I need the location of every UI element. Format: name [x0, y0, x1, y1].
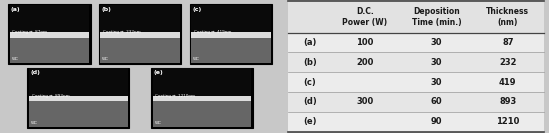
Bar: [100, 5, 180, 34]
Bar: [8, 4, 91, 64]
Text: (d): (d): [303, 97, 317, 106]
Bar: [99, 4, 181, 64]
Text: Thickness
(nm): Thickness (nm): [486, 7, 529, 27]
Text: (a): (a): [11, 7, 21, 12]
Text: 60: 60: [430, 97, 442, 106]
Text: 419: 419: [499, 78, 517, 87]
Bar: [10, 32, 89, 38]
Text: (d): (d): [30, 70, 40, 75]
Bar: [288, 92, 544, 112]
Text: WC: WC: [102, 57, 109, 61]
Bar: [189, 4, 272, 64]
Text: WC: WC: [154, 121, 161, 125]
Text: WC: WC: [12, 57, 19, 61]
Bar: [29, 68, 128, 98]
Bar: [151, 68, 253, 128]
Text: (b): (b): [102, 7, 111, 12]
Bar: [10, 5, 89, 34]
Text: 30: 30: [430, 38, 442, 47]
Text: 232: 232: [499, 58, 517, 67]
Text: (e): (e): [154, 70, 164, 75]
Bar: [100, 32, 180, 38]
Bar: [191, 32, 271, 38]
Text: Deposition
Time (min.): Deposition Time (min.): [412, 7, 461, 27]
Bar: [100, 37, 180, 63]
Bar: [288, 72, 544, 92]
Bar: [10, 37, 89, 63]
Bar: [153, 101, 251, 127]
Text: 300: 300: [356, 97, 373, 106]
Text: D.C.
Power (W): D.C. Power (W): [342, 7, 388, 27]
Bar: [288, 33, 544, 52]
Text: 90: 90: [430, 117, 442, 126]
Bar: [288, 52, 544, 72]
Text: Coating →  232nm: Coating → 232nm: [103, 30, 141, 34]
Text: WC: WC: [31, 121, 38, 125]
Text: 893: 893: [499, 97, 517, 106]
Text: (e): (e): [303, 117, 317, 126]
Text: Coating →  87nm: Coating → 87nm: [13, 30, 47, 34]
Text: (b): (b): [303, 58, 317, 67]
Bar: [29, 101, 128, 127]
Text: Coating →  1210nm: Coating → 1210nm: [155, 94, 195, 98]
Text: 200: 200: [356, 58, 373, 67]
Bar: [29, 96, 128, 101]
Text: Coating →  419nm: Coating → 419nm: [194, 30, 231, 34]
Text: 30: 30: [430, 78, 442, 87]
Text: (a): (a): [303, 38, 317, 47]
Text: WC: WC: [193, 57, 200, 61]
Bar: [288, 1, 544, 33]
Bar: [153, 96, 251, 101]
Bar: [191, 5, 271, 34]
Text: 100: 100: [356, 38, 373, 47]
Bar: [153, 68, 251, 98]
Bar: [288, 112, 544, 132]
Text: 30: 30: [430, 58, 442, 67]
Text: (c): (c): [192, 7, 201, 12]
Text: 1210: 1210: [496, 117, 519, 126]
Text: 87: 87: [502, 38, 513, 47]
Text: (c): (c): [304, 78, 316, 87]
Bar: [27, 68, 129, 128]
Bar: [191, 37, 271, 63]
Text: Coating →  893nm: Coating → 893nm: [32, 94, 69, 98]
